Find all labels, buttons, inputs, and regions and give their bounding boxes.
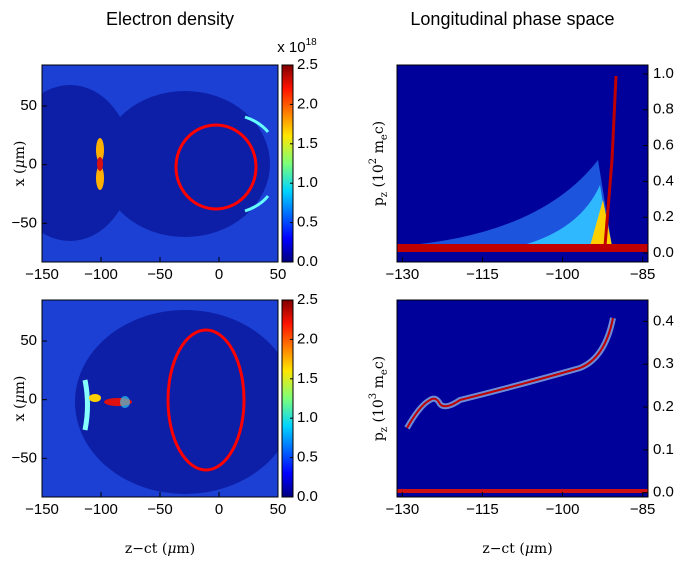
x-tick-label: 0 (215, 501, 223, 518)
label-part: z−ct ( (482, 541, 525, 557)
label-part: z (379, 427, 390, 432)
label-part: m (371, 375, 387, 393)
y-tick-label: 0.0 (653, 244, 674, 261)
colorbar-tick-label: 1.5 (297, 370, 318, 387)
colorbar-tick-label: 0.5 (297, 449, 318, 466)
y-tick-label: 0.0 (653, 484, 674, 501)
label-part: z (379, 192, 390, 197)
label-part: c) (371, 356, 387, 369)
x-tick-label: −150 (25, 501, 59, 518)
colorbar-tick-label: 1.0 (297, 174, 318, 191)
label-part: e (379, 134, 390, 140)
colorbar-multiplier: x 1018 (277, 37, 317, 56)
label-part: m) (534, 541, 553, 557)
panel-title: Longitudinal phase space (410, 9, 614, 29)
phase-image (397, 65, 648, 262)
colorbar-tick-label: 1.5 (297, 135, 318, 152)
y-axis-label: x (μm) (12, 376, 28, 422)
y-tick-label: 0.6 (653, 137, 674, 154)
label-part: m) (12, 141, 28, 160)
label-part: m) (176, 541, 195, 557)
colorbar (281, 299, 294, 498)
x-tick-label: −150 (25, 266, 59, 283)
y-axis-label: x (μm) (12, 141, 28, 187)
colorbar (281, 64, 294, 263)
label-part: z−ct ( (125, 541, 168, 557)
label-part: μ (167, 541, 176, 557)
y-tick-label: 0.3 (653, 355, 674, 372)
label-part: m) (12, 376, 28, 395)
label-part: p (371, 197, 387, 206)
y-tick-label: 0 (29, 156, 37, 173)
x-tick-label: −130 (385, 501, 419, 518)
phase-image (397, 300, 648, 497)
y-tick-label: 0.4 (653, 312, 674, 329)
x-tick-label: −85 (630, 266, 655, 283)
plot-frame (396, 64, 649, 263)
x-tick-label: −100 (546, 501, 580, 518)
label-part: (10 (371, 399, 387, 427)
x-tick-label: −85 (630, 501, 655, 518)
x-tick-label: −100 (84, 501, 118, 518)
colorbar-tick-label: 2.5 (297, 56, 318, 73)
label-part: x 10 (277, 39, 305, 56)
label-part: e (379, 369, 390, 375)
y-tick-label: −50 (12, 449, 37, 466)
panel-title: Electron density (106, 9, 234, 29)
x-tick-label: −130 (385, 266, 419, 283)
colorbar-tick-label: 1.0 (297, 409, 318, 426)
density-image (42, 300, 278, 497)
y-tick-label: 0.4 (653, 172, 674, 189)
y-axis-label: pz (102 mec) (368, 121, 390, 206)
y-tick-label: 0.8 (653, 101, 674, 118)
colorbar-tick-label: 0.0 (297, 253, 318, 270)
label-part: μ (525, 541, 534, 557)
y-tick-label: 50 (20, 97, 37, 114)
x-tick-label: −50 (147, 266, 172, 283)
density-image (42, 65, 278, 262)
label-part: p (371, 432, 387, 441)
y-tick-label: 50 (20, 332, 37, 349)
colorbar-tick-label: 0.0 (297, 488, 318, 505)
y-axis-label: pz (103 mec) (368, 356, 390, 441)
x-tick-label: 0 (215, 266, 223, 283)
x-tick-label: −115 (466, 501, 499, 518)
label-part: μ (12, 394, 28, 403)
y-tick-label: 0.2 (653, 398, 674, 415)
x-tick-label: 50 (270, 266, 287, 283)
y-tick-label: 0.1 (653, 441, 674, 458)
x-tick-label: −100 (546, 266, 580, 283)
label-part: (10 (371, 164, 387, 192)
label-part: 2 (368, 158, 379, 164)
colorbar-tick-label: 2.0 (297, 330, 318, 347)
y-tick-label: 1.0 (653, 65, 674, 82)
x-tick-label: −115 (466, 266, 499, 283)
colorbar-tick-label: 0.5 (297, 214, 318, 231)
label-part: m (371, 140, 387, 158)
y-tick-label: 0.2 (653, 208, 674, 225)
x-tick-label: −100 (84, 266, 118, 283)
x-axis-label: z−ct (μm) (482, 541, 552, 557)
plot-frame (396, 299, 649, 498)
x-tick-label: 50 (270, 501, 287, 518)
y-tick-label: −50 (12, 214, 37, 231)
label-part: μ (12, 159, 28, 168)
colorbar-tick-label: 2.5 (297, 291, 318, 308)
y-tick-label: 0 (29, 391, 37, 408)
label-part: x ( (12, 169, 28, 187)
label-part: c) (371, 121, 387, 134)
x-axis-label: z−ct (μm) (125, 541, 195, 557)
colorbar-tick-label: 2.0 (297, 95, 318, 112)
label-part: x ( (12, 404, 28, 422)
label-part: 18 (306, 37, 318, 48)
x-tick-label: −50 (147, 501, 172, 518)
label-part: 3 (368, 393, 379, 399)
